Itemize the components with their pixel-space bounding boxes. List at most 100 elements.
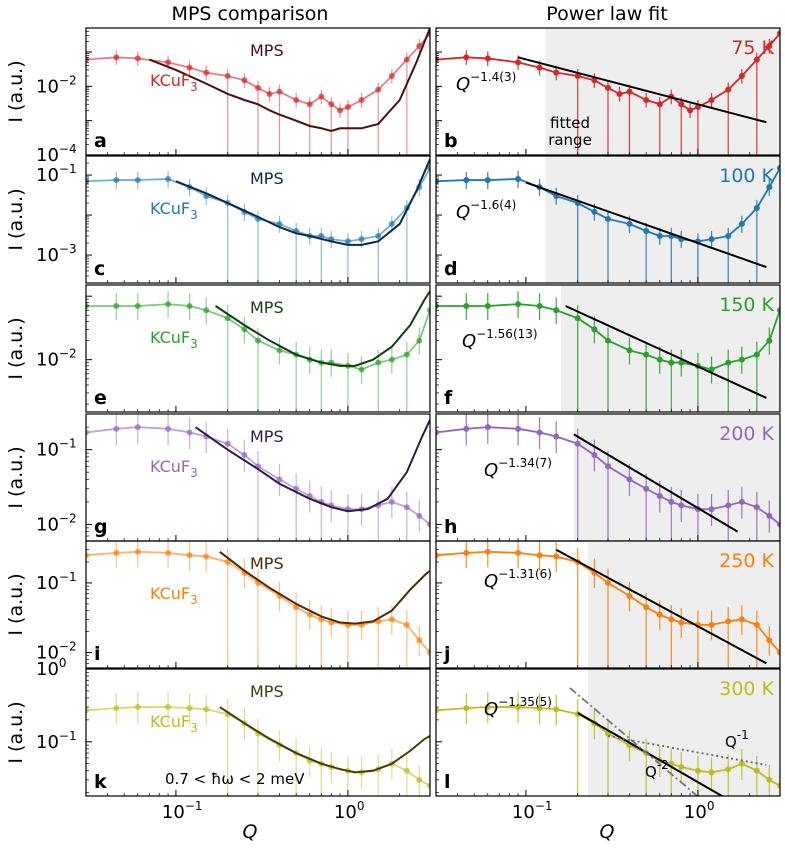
mps-label: MPS: [250, 298, 284, 317]
fit-exponent-base: Q: [456, 74, 470, 95]
data-point: [643, 351, 650, 358]
fit-exponent-label: Q−1.6(4): [456, 198, 516, 223]
fit-panel-d: 100 K Q−1.6(4) d: [435, 155, 781, 284]
data-point: [484, 704, 491, 711]
x-tick-label-base: 10: [162, 802, 185, 823]
data-point: [626, 592, 633, 599]
y-tick-label: 10−2: [36, 640, 77, 664]
y-tick-label: 10−3: [36, 242, 77, 266]
kcuf-label: KCuF3: [150, 199, 198, 222]
panel-letter: f: [444, 387, 453, 409]
data-point: [574, 440, 581, 447]
y-tick-label-exp: −1: [59, 570, 77, 584]
mps-curve: [219, 550, 430, 625]
temperature-label: 300 K: [719, 678, 774, 700]
data-point: [344, 238, 351, 245]
data-point: [738, 220, 745, 227]
y-tick-label: 10−1: [36, 162, 77, 186]
y-tick-label-base: 10: [36, 514, 59, 535]
data-point: [403, 351, 410, 358]
data-point: [708, 769, 715, 776]
data-point: [626, 476, 633, 483]
data-point: [605, 337, 611, 344]
fit-exponent-base: Q: [462, 331, 476, 352]
data-point: [643, 604, 650, 611]
fit-exponent-value: −1.6(4): [470, 198, 516, 212]
data-point: [86, 707, 89, 714]
kcuf-label: KCuF3: [150, 584, 198, 607]
kcuf-label-base: KCuF: [150, 712, 190, 731]
y-axis-label: I (a.u.): [5, 701, 27, 763]
data-point: [656, 101, 663, 108]
temperature-label: 100 K: [719, 165, 774, 187]
data-point: [484, 424, 491, 431]
y-tick-label-exp: −4: [59, 142, 77, 156]
panel-letter: g: [94, 516, 108, 538]
data-point: [553, 706, 560, 713]
data-point: [605, 84, 611, 91]
data-point: [337, 107, 344, 114]
data-point: [463, 549, 470, 556]
data-point: [186, 552, 193, 559]
data-point: [708, 96, 715, 103]
data-point: [708, 366, 715, 373]
data-point: [725, 232, 732, 239]
power-law-fit-line: [577, 711, 724, 796]
x-tick-label: 100: [684, 799, 715, 823]
panel-letter: b: [444, 130, 458, 152]
kcuf-label-base: KCuF: [150, 328, 190, 347]
data-point: [766, 776, 773, 783]
data-point: [626, 220, 633, 227]
data-point: [306, 101, 313, 108]
data-point: [656, 611, 663, 618]
data-point: [224, 558, 231, 565]
data-point: [725, 618, 732, 625]
y-axis-label: I (a.u.): [5, 60, 27, 122]
y-axis-label: I (a.u.): [5, 317, 27, 379]
data-point: [738, 356, 745, 363]
y-axis-label: I (a.u.): [5, 188, 27, 250]
q-minus-2-label-exp: -2: [657, 758, 669, 772]
x-tick-label-exp: −1: [185, 799, 203, 813]
panel-letter: i: [94, 643, 101, 665]
data-point: [134, 303, 141, 310]
y-tick-label-exp: 0: [59, 656, 67, 670]
mps-label: MPS: [250, 41, 284, 60]
data-point: [358, 236, 365, 243]
data-point: [656, 232, 663, 239]
y-tick-label-base: 10: [36, 659, 59, 680]
y-tick-label: 10−1: [36, 570, 77, 594]
fit-exponent-base: Q: [484, 699, 498, 720]
fit-panel-h: 200 K Q−1.34(7) h: [435, 413, 781, 542]
kcuf-label-base: KCuF: [150, 584, 190, 603]
data-point: [515, 175, 522, 182]
data-point: [224, 315, 231, 322]
y-tick-label-exp: −1: [59, 437, 77, 451]
data-point: [678, 101, 685, 108]
data-point: [536, 429, 543, 436]
fit-exponent-value: −1.34(7): [498, 456, 552, 470]
kcuf-label-sub: 3: [190, 208, 198, 222]
fitted-range-label-line1: fitted: [550, 114, 590, 132]
q-minus-1-label-base: Q: [725, 733, 737, 751]
data-point: [536, 303, 543, 310]
data-point: [725, 766, 732, 773]
y-tick-label-exp: −3: [59, 242, 77, 256]
y-axis-label: I (a.u.): [5, 573, 27, 635]
y-tick-label: 10−2: [36, 511, 77, 535]
fit-exponent-label: Q−1.31(6): [484, 567, 552, 592]
data-point: [241, 77, 248, 84]
y-tick-label: 10−4: [36, 142, 77, 166]
power-law-fit-line: [525, 181, 767, 269]
plot-area: [86, 692, 430, 796]
data-point: [388, 616, 395, 623]
fitted-range-label-line2: range: [548, 131, 592, 149]
data-point: [553, 553, 560, 560]
data-point: [186, 705, 193, 712]
kcuf-label: KCuF3: [150, 457, 198, 480]
